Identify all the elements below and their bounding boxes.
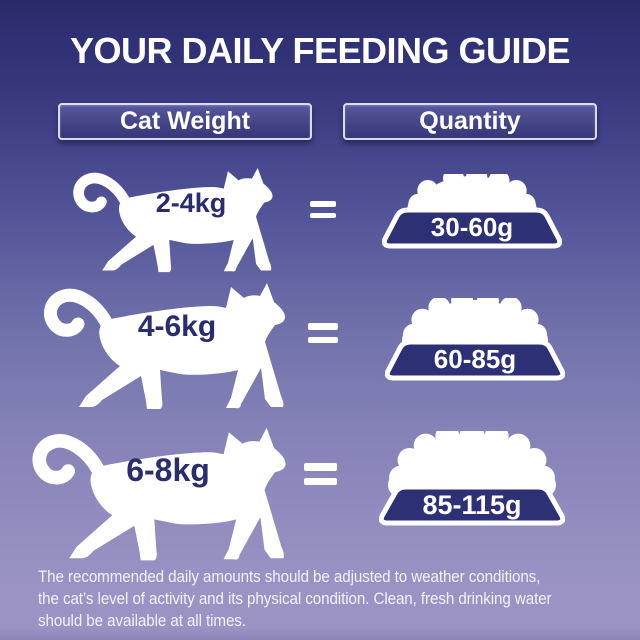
food-bowl-kibble-icon: 85-115g	[379, 431, 565, 526]
cat-weight-label: 6-8kg	[126, 452, 210, 488]
footnote: The recommended daily amounts should be …	[38, 567, 552, 632]
cat-weight-header-label: Cat Weight	[119, 107, 251, 135]
equals-icon	[304, 463, 337, 485]
cat-silhouette-icon	[22, 427, 295, 574]
cat-weight-label: 2-4kg	[155, 188, 227, 218]
quantity-label: 60-85g	[434, 344, 516, 374]
equals-icon	[310, 201, 336, 218]
quantity-header-label: Quantity	[419, 107, 521, 135]
column-header-quantity: Quantity	[343, 103, 597, 140]
quantity-label: 85-115g	[422, 490, 521, 520]
footnote-line: should be available at all times.	[38, 611, 246, 630]
food-bowl-kibble-icon: 30-60g	[382, 174, 562, 249]
quantity-label: 30-60g	[431, 212, 513, 242]
cat-weight-label: 4-6kg	[137, 310, 217, 343]
food-bowl-kibble-icon: 60-85g	[385, 298, 565, 381]
footnote-line: The recommended daily amounts should be …	[38, 568, 541, 586]
page-title: YOUR DAILY FEEDING GUIDE	[69, 30, 571, 71]
equals-icon	[308, 323, 338, 343]
footnote-line: the cat’s level of activity and its phys…	[38, 589, 552, 608]
column-header-cat-weight: Cat Weight	[58, 103, 312, 140]
cat-silhouette-icon	[65, 167, 280, 283]
cat-silhouette-icon	[34, 282, 294, 422]
